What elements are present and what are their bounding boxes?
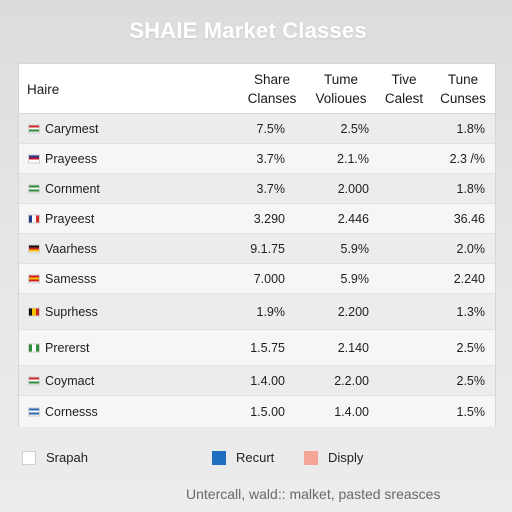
legend-item-disply[interactable]: Disply — [304, 450, 363, 465]
red-white-icon — [28, 376, 40, 385]
legend-swatch — [304, 450, 318, 465]
row-name: Coymact — [45, 373, 95, 388]
hungary-icon — [28, 124, 40, 133]
legend-item-srapah[interactable]: Srapah — [22, 450, 88, 465]
table-row[interactable]: Carymest 7.5% 2.5% 1.8% — [19, 114, 495, 144]
uk-icon — [28, 154, 40, 163]
legend-label: Recurt — [236, 450, 275, 465]
table-row[interactable]: Vaarhess 9.1.75 5.9% 2.0% — [19, 234, 495, 264]
row-share: 1.5.00 — [250, 404, 285, 419]
legend-label: Srapah — [46, 450, 88, 465]
row-share: 3.7% — [256, 181, 286, 196]
row-tune: 36.46 — [453, 211, 485, 226]
row-volumes: 2.1.% — [337, 151, 369, 166]
row-share: 3.290 — [253, 211, 285, 226]
row-volumes: 2.200 — [337, 304, 369, 319]
page-title: SHAIE Market Classes — [129, 18, 367, 43]
footnote: Untercall, wald:: malket, pasted sreasce… — [186, 486, 441, 502]
row-name: Suprhess — [45, 304, 98, 319]
table-row[interactable]: Suprhess 1.9% 2.200 1.3% — [19, 294, 495, 330]
blue-stripes-icon — [28, 407, 40, 416]
row-volumes: 2.446 — [337, 211, 369, 226]
header-name: Haire — [27, 80, 59, 99]
legend-label: Disply — [328, 450, 364, 465]
header-tune-line1: Tune — [447, 72, 479, 87]
row-volumes: 2.000 — [337, 181, 369, 196]
row-share: 7.5% — [256, 121, 286, 136]
row-tune: 1.8% — [456, 121, 486, 136]
legend: Srapah Recurt Disply — [0, 450, 512, 470]
header-tume: Tume Volioues — [311, 70, 371, 108]
header-share-line1: Share — [253, 72, 291, 87]
row-tune: 1.8% — [456, 181, 486, 196]
header-tume-line1: Tume — [323, 72, 358, 87]
row-name: Prayeest — [45, 211, 95, 226]
market-table: Haire Share Clanses Tume Volioues Tive C… — [18, 63, 496, 427]
green-white-icon — [28, 184, 40, 193]
header-tume-line2: Volioues — [315, 91, 367, 106]
table-row[interactable]: Prayeess 3.7% 2.1.% 2.3 /% — [19, 144, 495, 174]
row-volumes: 2.5% — [340, 121, 370, 136]
table-row[interactable]: Prayeest 3.290 2.446 36.46 — [19, 204, 495, 234]
legend-swatch — [22, 450, 36, 465]
header-tune: Tune Cunses — [435, 70, 491, 108]
row-name: Prererst — [45, 340, 90, 355]
table-row[interactable]: Coymact 1.4.00 2.2.00 2.5% — [19, 366, 495, 396]
row-volumes: 1.4.00 — [334, 404, 369, 419]
france-icon — [28, 214, 40, 223]
header-tive-line2: Calest — [384, 91, 424, 106]
nigeria-icon — [28, 343, 40, 352]
belgium-icon — [28, 307, 40, 316]
header-name-label: Haire — [27, 82, 60, 97]
row-share: 7.000 — [253, 271, 285, 286]
row-volumes: 2.140 — [337, 340, 369, 355]
row-tune: 2.240 — [453, 271, 485, 286]
row-tune: 1.3% — [456, 304, 486, 319]
row-name: Samesss — [45, 271, 97, 286]
row-tune: 2.5% — [456, 373, 486, 388]
row-tune: 2.0% — [456, 241, 486, 256]
legend-swatch — [212, 450, 226, 465]
row-name: Cornment — [45, 181, 100, 196]
row-share: 1.9% — [256, 304, 286, 319]
row-tune: 2.5% — [456, 340, 486, 355]
row-tune: 1.5% — [456, 404, 486, 419]
legend-item-recurt[interactable]: Recurt — [212, 450, 274, 465]
header-tune-line2: Cunses — [440, 91, 486, 106]
header-share: Share Clanses — [241, 70, 303, 108]
table-row[interactable]: Prererst 1.5.75 2.140 2.5% — [19, 330, 495, 366]
table-row[interactable]: Cornesss 1.5.00 1.4.00 1.5% — [19, 396, 495, 427]
row-name: Cornesss — [45, 404, 98, 419]
header-tive: Tive Calest — [379, 70, 429, 108]
header-share-line2: Clanses — [247, 91, 297, 106]
spain-icon — [28, 274, 40, 283]
row-share: 3.7% — [256, 151, 286, 166]
row-volumes: 2.2.00 — [334, 373, 369, 388]
row-tune: 2.3 /% — [449, 151, 485, 166]
row-share: 1.4.00 — [250, 373, 285, 388]
row-volumes: 5.9% — [340, 271, 370, 286]
table-row[interactable]: Cornment 3.7% 2.000 1.8% — [19, 174, 495, 204]
row-name: Carymest — [45, 121, 99, 136]
germany-icon — [28, 244, 40, 253]
table-header: Haire Share Clanses Tume Volioues Tive C… — [19, 64, 495, 114]
row-share: 9.1.75 — [250, 241, 285, 256]
table-row[interactable]: Samesss 7.000 5.9% 2.240 — [19, 264, 495, 294]
row-name: Vaarhess — [45, 241, 97, 256]
row-share: 1.5.75 — [250, 340, 285, 355]
header-tive-line1: Tive — [391, 72, 417, 87]
row-name: Prayeess — [45, 151, 98, 166]
row-volumes: 5.9% — [340, 241, 370, 256]
